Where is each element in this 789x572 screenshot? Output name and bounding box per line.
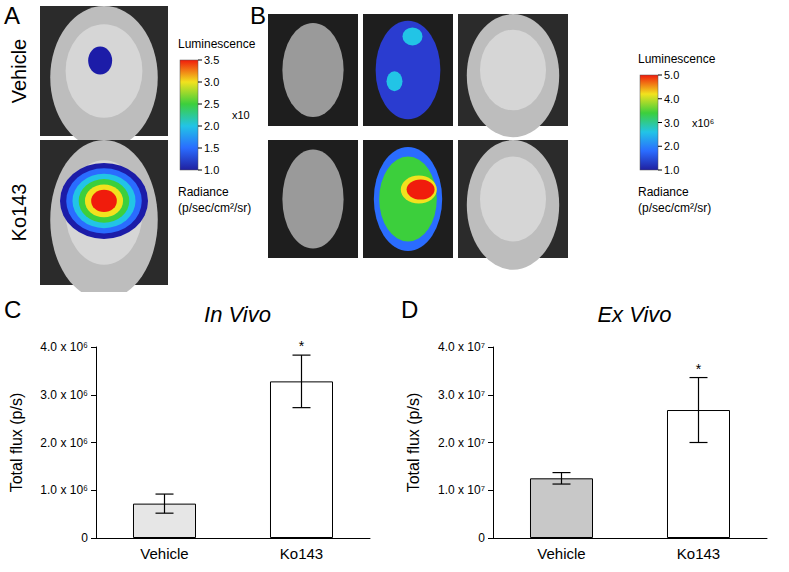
- svg-text:3.0 x 10⁶: 3.0 x 10⁶: [40, 388, 88, 402]
- svg-text:0: 0: [478, 531, 485, 545]
- svg-text:Ko143: Ko143: [8, 184, 30, 242]
- svg-text:1.5: 1.5: [204, 142, 219, 154]
- svg-text:4.0: 4.0: [664, 93, 679, 105]
- svg-text:2.0: 2.0: [204, 120, 219, 132]
- svg-text:3.0 x 10⁷: 3.0 x 10⁷: [438, 388, 485, 402]
- svg-text:4.0 x 10⁷: 4.0 x 10⁷: [438, 340, 485, 354]
- svg-text:Radiance: Radiance: [178, 185, 229, 199]
- svg-text:2.0: 2.0: [664, 140, 679, 152]
- svg-text:Luminescence: Luminescence: [638, 52, 716, 66]
- svg-text:1.0: 1.0: [204, 164, 219, 176]
- svg-text:x10⁶: x10⁶: [692, 117, 714, 129]
- svg-text:3.0: 3.0: [664, 117, 679, 129]
- svg-text:Total flux (p/s): Total flux (p/s): [405, 393, 422, 493]
- svg-text:x10: x10: [232, 109, 250, 121]
- html-text:D: D: [401, 296, 419, 323]
- svg-text:1.0: 1.0: [664, 164, 679, 176]
- svg-text:Ex Vivo: Ex Vivo: [597, 302, 671, 327]
- svg-text:1.0 x 10⁷: 1.0 x 10⁷: [438, 483, 485, 497]
- svg-text:0: 0: [81, 531, 88, 545]
- svg-text:Ko143: Ko143: [677, 545, 720, 562]
- svg-text:Luminescence: Luminescence: [178, 37, 256, 51]
- svg-text:4.0 x 10⁶: 4.0 x 10⁶: [40, 340, 88, 354]
- svg-text:Radiance: Radiance: [638, 185, 689, 199]
- svg-text:*: *: [299, 338, 305, 354]
- svg-text:Ko143: Ko143: [280, 545, 323, 562]
- svg-text:*: *: [696, 361, 702, 377]
- svg-text:B: B: [250, 2, 266, 29]
- html-text:C: C: [4, 296, 22, 323]
- svg-text:2.0 x 10⁷: 2.0 x 10⁷: [438, 436, 485, 450]
- svg-text:Vehicle: Vehicle: [8, 39, 30, 104]
- svg-text:3.5: 3.5: [204, 54, 219, 66]
- svg-text:2.5: 2.5: [204, 98, 219, 110]
- svg-text:5.0: 5.0: [664, 69, 679, 81]
- svg-text:2.0 x 10⁶: 2.0 x 10⁶: [40, 436, 88, 450]
- svg-text:3.0: 3.0: [204, 76, 219, 88]
- svg-text:Vehicle: Vehicle: [140, 545, 188, 562]
- svg-text:Vehicle: Vehicle: [537, 545, 585, 562]
- svg-text:In Vivo: In Vivo: [204, 302, 271, 327]
- svg-text:(p/sec/cm²/sr): (p/sec/cm²/sr): [638, 201, 711, 215]
- svg-text:A: A: [4, 2, 20, 29]
- svg-text:1.0 x 10⁶: 1.0 x 10⁶: [40, 483, 88, 497]
- svg-text:(p/sec/cm²/sr): (p/sec/cm²/sr): [178, 201, 251, 215]
- svg-text:Total flux (p/s): Total flux (p/s): [8, 393, 25, 493]
